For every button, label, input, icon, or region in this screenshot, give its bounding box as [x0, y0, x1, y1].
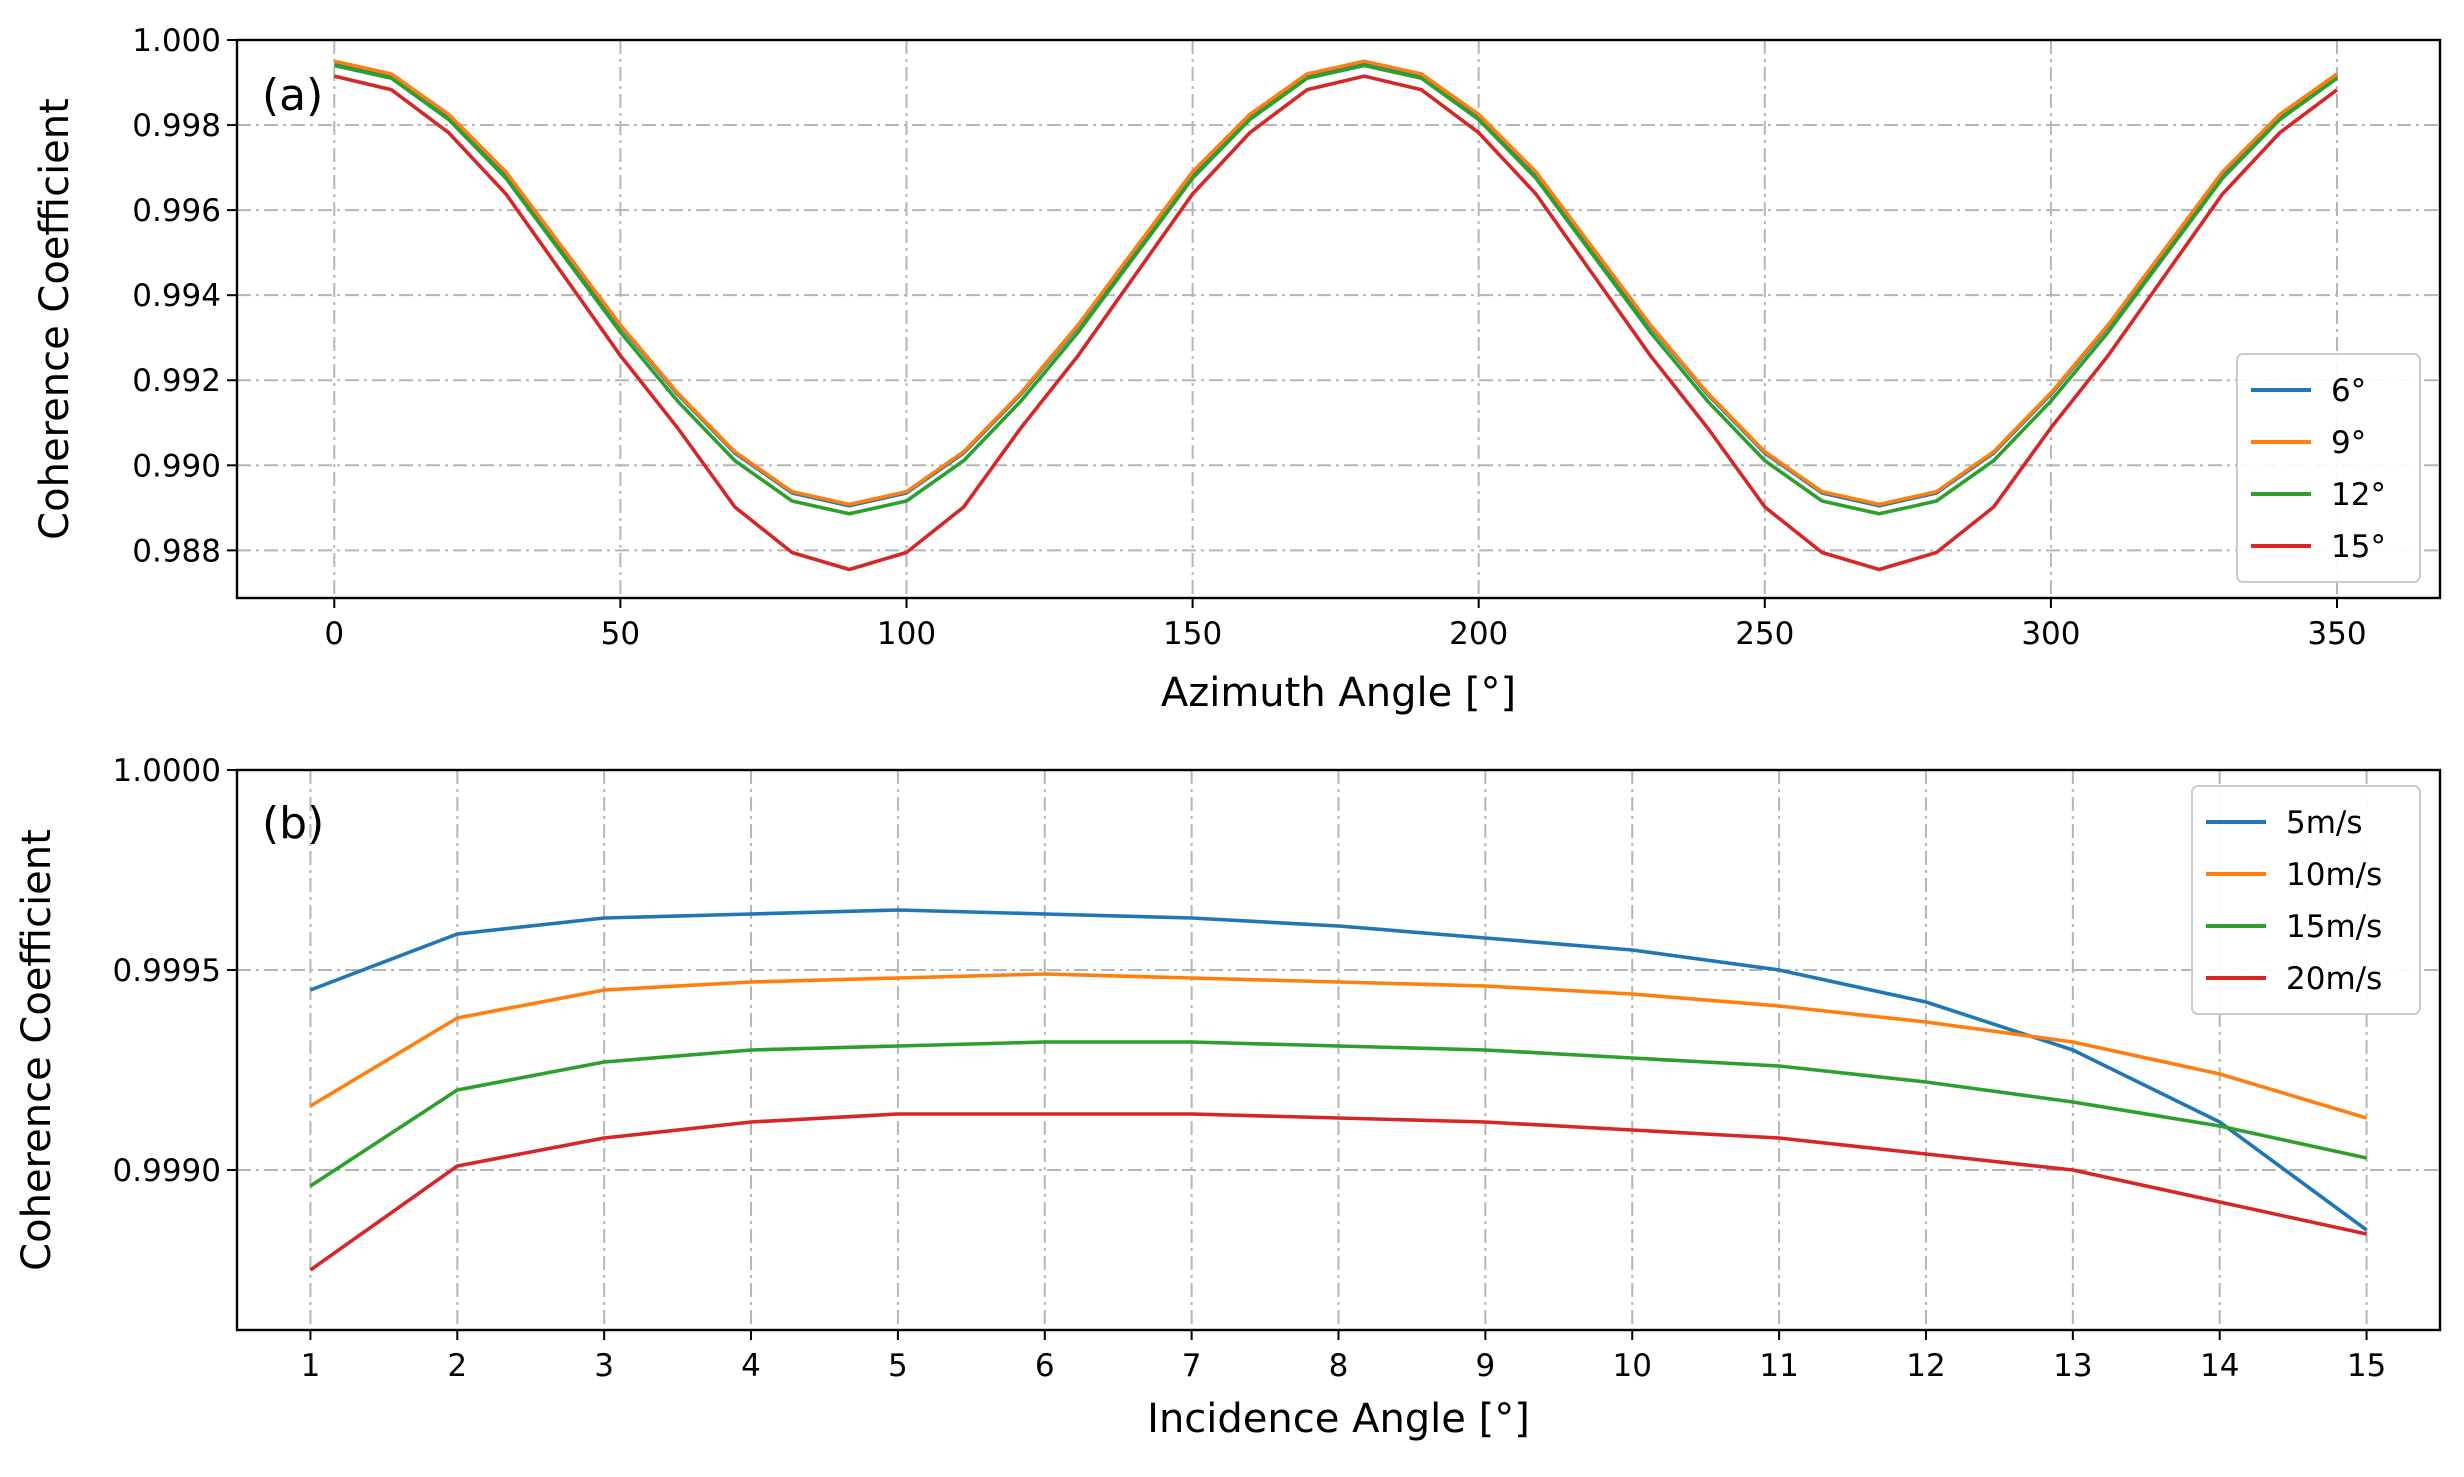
- series-line-10m/s: [309, 972, 2368, 1120]
- series-line-15°: [333, 74, 2339, 572]
- x-tick-label: 4: [741, 1348, 761, 1384]
- y-tick-label: 1.000: [132, 23, 221, 59]
- y-tick-label: 1.0000: [113, 753, 221, 789]
- x-tick-label: 5: [888, 1348, 908, 1384]
- legend-label: 9°: [2331, 425, 2366, 461]
- x-tick-label: 10: [1613, 1348, 1652, 1384]
- y-tick-label: 0.996: [132, 193, 221, 229]
- x-tick-label: 8: [1329, 1348, 1349, 1384]
- y-tick-label: 0.9990: [113, 1153, 221, 1189]
- series-line-15m/s: [309, 1040, 2367, 1188]
- series-line-6°: [333, 61, 2339, 508]
- x-tick-label: 9: [1475, 1348, 1495, 1384]
- x-tick-label: 3: [594, 1348, 614, 1384]
- y-tick-label: 0.998: [132, 108, 221, 144]
- x-tick-label: 350: [2307, 616, 2366, 652]
- x-axis-label: Incidence Angle [°]: [1147, 1396, 1530, 1442]
- y-axis-label: Coherence Coefficient: [32, 98, 78, 540]
- x-tick-label: 0: [324, 616, 344, 652]
- x-tick-label: 1: [301, 1348, 321, 1384]
- y-tick-label: 0.9995: [113, 953, 221, 989]
- x-tick-label: 150: [1163, 616, 1222, 652]
- x-tick-label: 14: [2200, 1348, 2239, 1384]
- x-tick-label: 12: [1906, 1348, 1945, 1384]
- x-tick-label: 250: [1735, 616, 1794, 652]
- x-axis-label: Azimuth Angle [°]: [1161, 670, 1516, 716]
- x-tick-label: 200: [1449, 616, 1508, 652]
- x-tick-label: 7: [1182, 1348, 1202, 1384]
- x-tick-label: 50: [601, 616, 640, 652]
- y-tick-label: 0.994: [132, 278, 221, 314]
- y-tick-label: 0.988: [132, 533, 221, 569]
- x-tick-label: 300: [2021, 616, 2080, 652]
- x-tick-label: 15: [2347, 1348, 2386, 1384]
- y-tick-label: 0.992: [132, 363, 221, 399]
- series-line-20m/s: [309, 1112, 2367, 1272]
- legend-label: 6°: [2331, 373, 2366, 409]
- series-line-9°: [333, 59, 2339, 507]
- x-tick-label: 13: [2053, 1348, 2092, 1384]
- legend: 6° 9° 12° 15°: [2236, 353, 2421, 583]
- x-tick-label: 6: [1035, 1348, 1055, 1384]
- legend-label: 15m/s: [2286, 909, 2382, 945]
- panel-label: (b): [262, 798, 324, 849]
- plot-frame: [235, 38, 2442, 600]
- legend-label: 20m/s: [2286, 961, 2382, 997]
- x-tick-label: 11: [1759, 1348, 1798, 1384]
- panel-a-azimuth-chart: 0 50 100 150 200 250 300 350 0.988 0.990 0.992 0.99…: [32, 23, 2442, 716]
- legend-label: 15°: [2331, 529, 2386, 565]
- x-tick-label: 2: [447, 1348, 467, 1384]
- legend-box: [2191, 785, 2421, 1015]
- panel-b-incidence-chart: 1 2 3 4 5 6 7 8 9 10 11 12 13 14 150.99900.99951.0000I…: [14, 753, 2442, 1442]
- legend-label: 12°: [2331, 477, 2386, 513]
- panel-label: (a): [262, 70, 323, 121]
- x-tick-label: 100: [877, 616, 936, 652]
- legend-label: 10m/s: [2286, 857, 2382, 893]
- legend-label: 5m/s: [2286, 805, 2363, 841]
- y-axis-label: Coherence Coefficient: [14, 829, 60, 1271]
- legend-box: [2236, 353, 2421, 583]
- y-tick-label: 0.990: [132, 448, 221, 484]
- series-line-12°: [333, 63, 2339, 516]
- legend: 5m/s 10m/s 15m/s 20m/s: [2191, 785, 2421, 1015]
